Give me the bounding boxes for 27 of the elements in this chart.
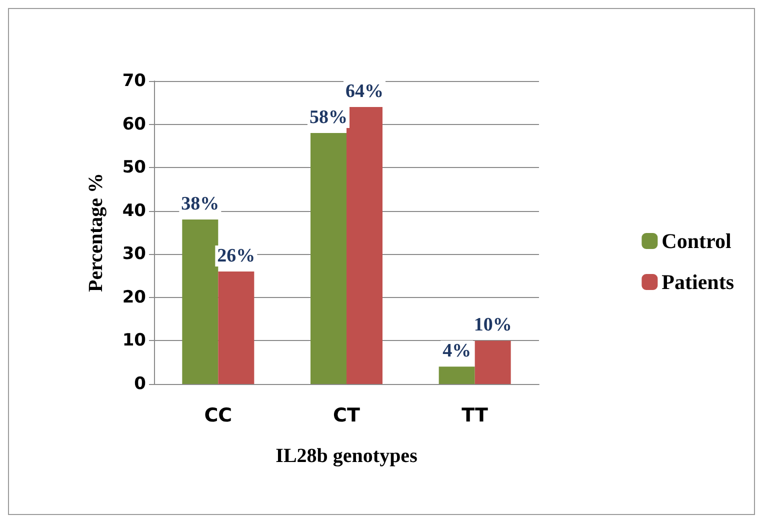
legend-label: Patients	[662, 270, 734, 294]
bar	[218, 271, 254, 384]
y-tick-label: 0	[134, 374, 146, 394]
bar	[346, 106, 382, 384]
bar	[474, 340, 511, 384]
legend-label: Control	[662, 229, 732, 253]
y-tick-label: 10	[122, 330, 146, 351]
y-tick-label: 20	[122, 287, 146, 308]
bar	[438, 366, 475, 384]
x-tick-label: CT	[333, 404, 360, 426]
data-label: 38%	[181, 194, 220, 215]
data-label: 10%	[474, 314, 512, 336]
data-label: 4%	[442, 340, 472, 362]
y-tick-label: 50	[122, 158, 146, 178]
y-tick-label: 40	[122, 200, 146, 221]
x-tick-label: CC	[204, 404, 232, 426]
bar	[310, 132, 346, 384]
y-tick-label: 60	[122, 114, 146, 134]
y-tick-label: 70	[122, 71, 146, 91]
y-axis-title: Percentage %	[85, 172, 107, 292]
data-label: 58%	[310, 106, 348, 128]
y-tick-label: 30	[122, 244, 146, 264]
x-tick-label: TT	[462, 404, 488, 426]
data-label: 26%	[217, 245, 256, 266]
data-label: 64%	[346, 80, 384, 102]
x-axis-title: IL28b genotypes	[276, 445, 418, 467]
bar	[182, 220, 218, 384]
